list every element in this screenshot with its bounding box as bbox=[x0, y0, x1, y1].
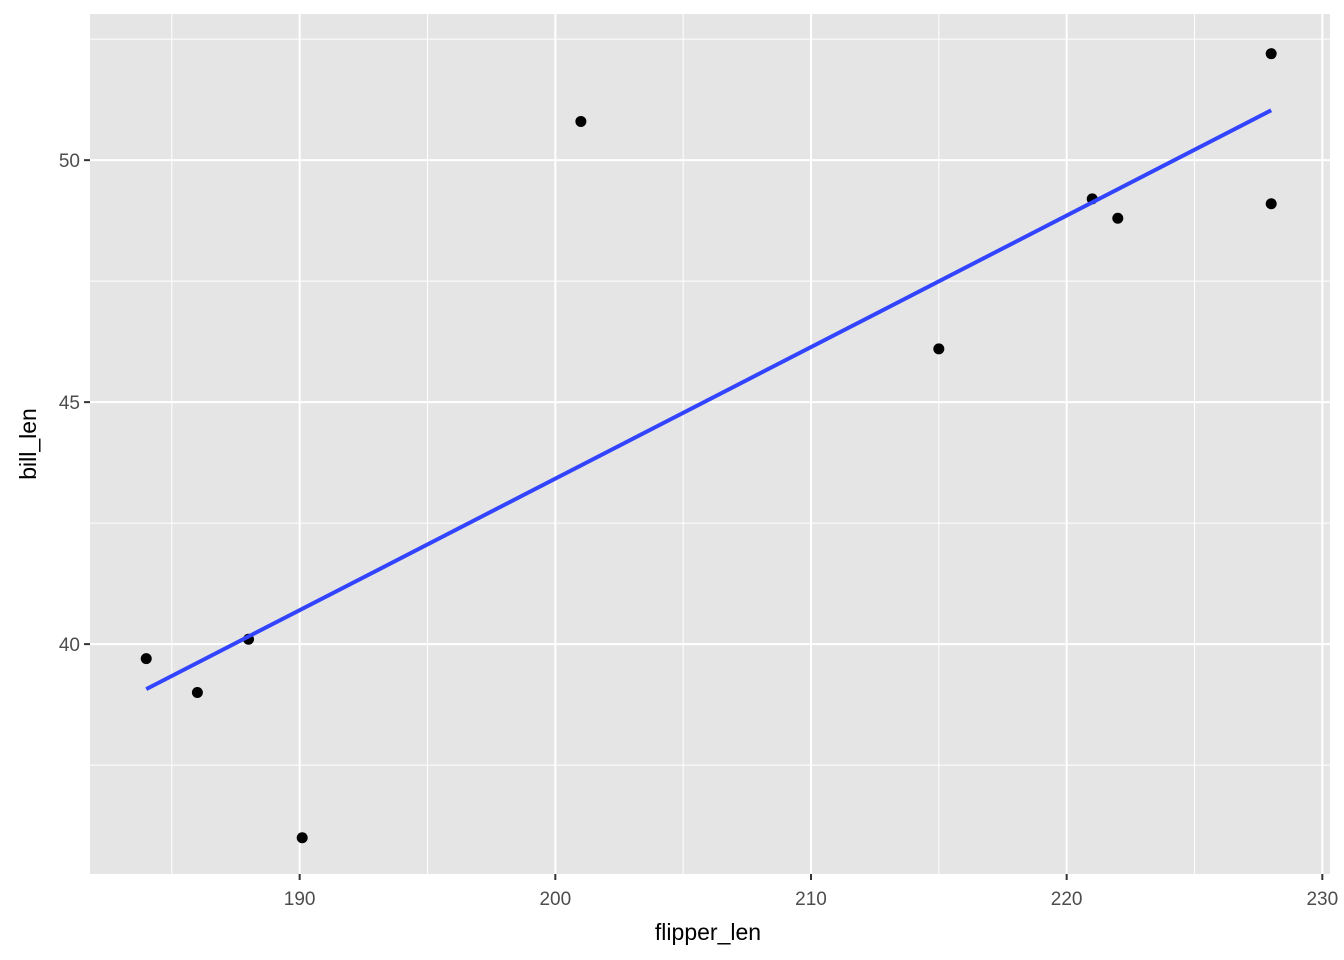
point bbox=[1265, 198, 1277, 210]
x-tick-label: 200 bbox=[539, 889, 571, 910]
y-tick-label: 50 bbox=[59, 151, 80, 172]
point bbox=[1112, 212, 1124, 224]
point bbox=[296, 832, 308, 844]
panel bbox=[90, 14, 1330, 874]
point bbox=[575, 115, 587, 127]
x-tick-label: 220 bbox=[1051, 889, 1083, 910]
y-tick-label: 40 bbox=[59, 635, 80, 656]
point bbox=[191, 687, 203, 699]
fit-line bbox=[145, 108, 1273, 691]
point bbox=[933, 343, 945, 355]
x-axis-title: flipper_len bbox=[655, 919, 761, 945]
x-tick-label: 190 bbox=[284, 889, 316, 910]
y-axis-title: bill_len bbox=[15, 408, 41, 480]
x-tick-label: 210 bbox=[795, 889, 827, 910]
point bbox=[1265, 48, 1277, 60]
x-tick-label: 230 bbox=[1306, 889, 1338, 910]
point bbox=[140, 653, 152, 665]
y-tick-label: 45 bbox=[59, 393, 80, 414]
